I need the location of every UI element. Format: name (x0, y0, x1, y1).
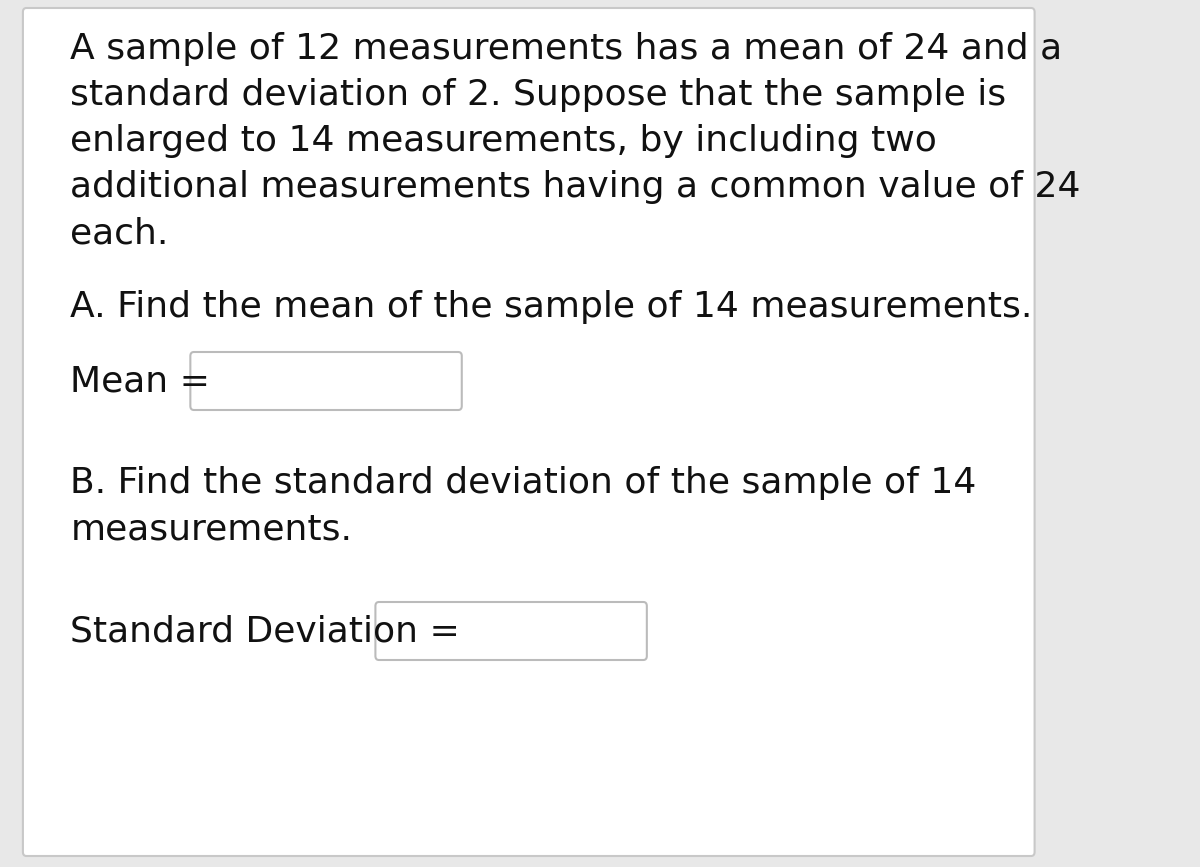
FancyBboxPatch shape (191, 352, 462, 410)
Text: B. Find the standard deviation of the sample of 14: B. Find the standard deviation of the sa… (71, 466, 977, 500)
Text: A. Find the mean of the sample of 14 measurements.: A. Find the mean of the sample of 14 mea… (71, 290, 1033, 324)
Text: additional measurements having a common value of 24: additional measurements having a common … (71, 170, 1081, 204)
Text: standard deviation of 2. Suppose that the sample is: standard deviation of 2. Suppose that th… (71, 78, 1007, 112)
Text: enlarged to 14 measurements, by including two: enlarged to 14 measurements, by includin… (71, 124, 937, 158)
Text: A sample of 12 measurements has a mean of 24 and a: A sample of 12 measurements has a mean o… (71, 32, 1063, 66)
FancyBboxPatch shape (376, 602, 647, 660)
Text: Mean =: Mean = (71, 364, 210, 398)
FancyBboxPatch shape (23, 8, 1034, 856)
Text: Standard Deviation =: Standard Deviation = (71, 614, 461, 648)
Text: each.: each. (71, 216, 169, 250)
Text: measurements.: measurements. (71, 512, 353, 546)
